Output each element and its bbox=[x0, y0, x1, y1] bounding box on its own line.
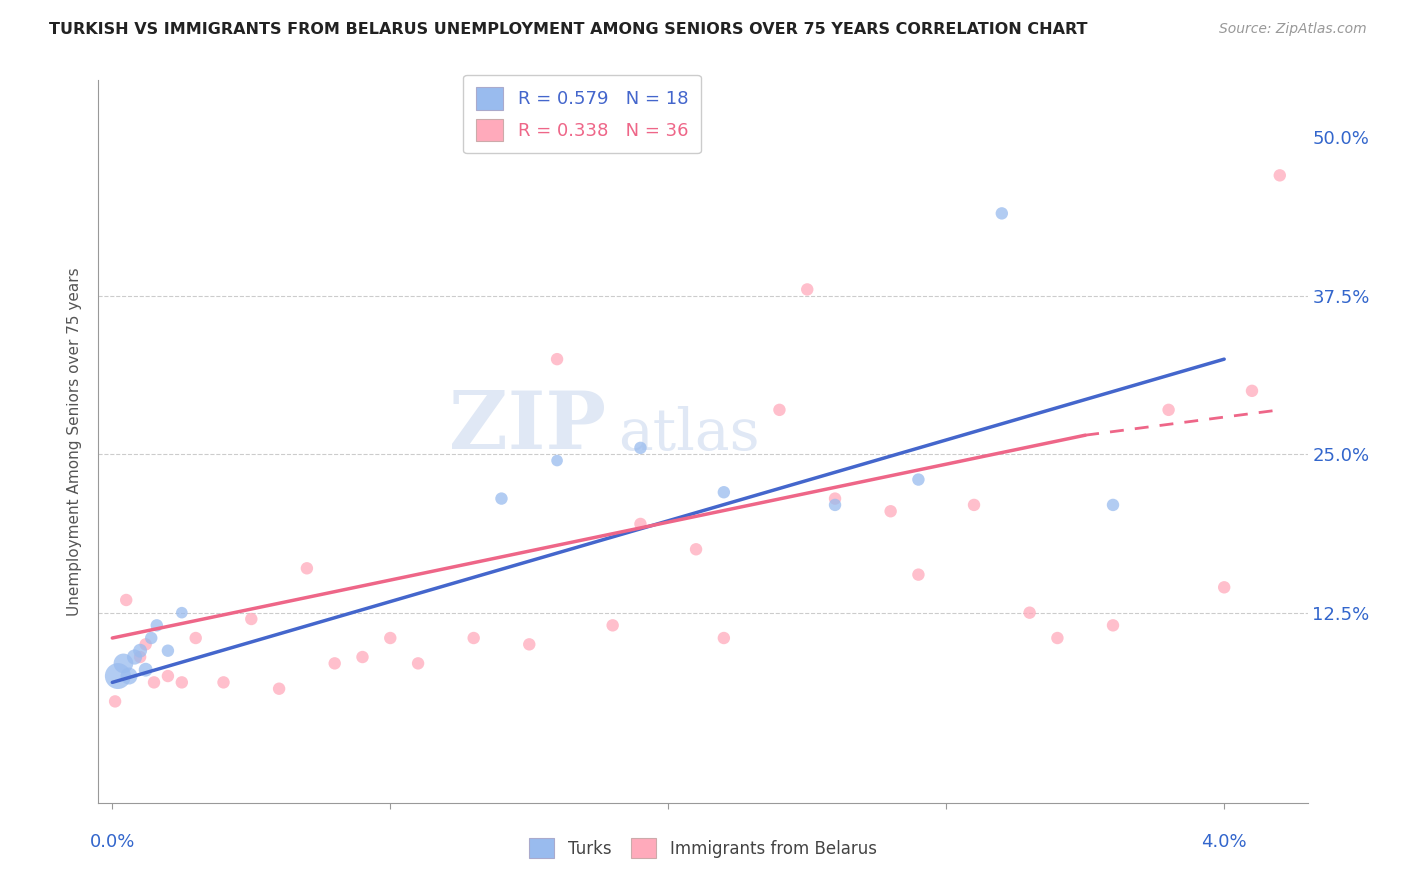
Point bbox=[129, 650, 152, 665]
Point bbox=[240, 612, 263, 626]
Point bbox=[170, 606, 193, 620]
Point bbox=[602, 618, 624, 632]
Point bbox=[963, 498, 986, 512]
Point bbox=[685, 542, 707, 557]
Point bbox=[323, 657, 346, 671]
Point bbox=[1213, 580, 1236, 594]
Point bbox=[107, 669, 129, 683]
Point bbox=[824, 498, 846, 512]
Text: atlas: atlas bbox=[619, 407, 761, 462]
Point bbox=[1240, 384, 1263, 398]
Point bbox=[129, 643, 152, 657]
Point bbox=[491, 491, 513, 506]
Point bbox=[879, 504, 901, 518]
Point bbox=[1046, 631, 1069, 645]
Text: TURKISH VS IMMIGRANTS FROM BELARUS UNEMPLOYMENT AMONG SENIORS OVER 75 YEARS CORR: TURKISH VS IMMIGRANTS FROM BELARUS UNEMP… bbox=[49, 22, 1088, 37]
Point bbox=[156, 669, 179, 683]
Point bbox=[1018, 606, 1040, 620]
Point bbox=[546, 352, 568, 367]
Point bbox=[352, 650, 374, 665]
Point bbox=[768, 402, 790, 417]
Text: Source: ZipAtlas.com: Source: ZipAtlas.com bbox=[1219, 22, 1367, 37]
Point bbox=[630, 516, 652, 531]
Text: 4.0%: 4.0% bbox=[1201, 833, 1247, 851]
Point bbox=[135, 637, 157, 651]
Point bbox=[517, 637, 540, 651]
Point bbox=[1157, 402, 1180, 417]
Point bbox=[184, 631, 207, 645]
Point bbox=[170, 675, 193, 690]
Point bbox=[146, 618, 169, 632]
Point bbox=[295, 561, 318, 575]
Point bbox=[713, 485, 735, 500]
Point bbox=[824, 491, 846, 506]
Point bbox=[991, 206, 1014, 220]
Point bbox=[141, 631, 163, 645]
Point bbox=[713, 631, 735, 645]
Point bbox=[907, 473, 929, 487]
Point bbox=[796, 282, 818, 296]
Legend: Turks, Immigrants from Belarus: Turks, Immigrants from Belarus bbox=[522, 830, 884, 867]
Point bbox=[104, 694, 127, 708]
Point bbox=[546, 453, 568, 467]
Point bbox=[1268, 169, 1291, 183]
Text: 0.0%: 0.0% bbox=[90, 833, 135, 851]
Point bbox=[124, 650, 146, 665]
Point bbox=[112, 657, 135, 671]
Point bbox=[269, 681, 291, 696]
Point bbox=[135, 663, 157, 677]
Point bbox=[1102, 618, 1125, 632]
Text: ZIP: ZIP bbox=[450, 388, 606, 467]
Point bbox=[380, 631, 402, 645]
Y-axis label: Unemployment Among Seniors over 75 years: Unemployment Among Seniors over 75 years bbox=[67, 268, 83, 615]
Point bbox=[406, 657, 429, 671]
Point bbox=[463, 631, 485, 645]
Point bbox=[907, 567, 929, 582]
Point bbox=[143, 675, 166, 690]
Point bbox=[1102, 498, 1125, 512]
Point bbox=[156, 643, 179, 657]
Point bbox=[630, 441, 652, 455]
Point bbox=[118, 669, 141, 683]
Point bbox=[212, 675, 235, 690]
Point bbox=[115, 593, 138, 607]
